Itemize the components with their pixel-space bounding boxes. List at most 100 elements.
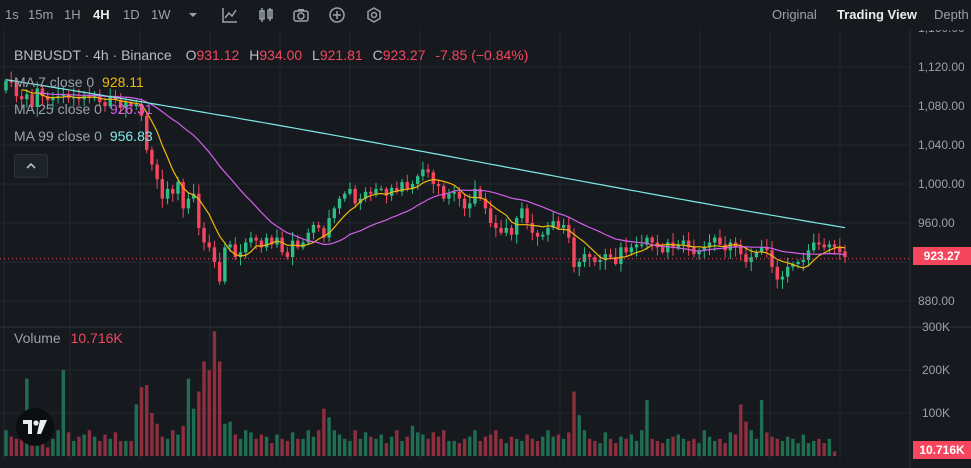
volume-label: Volume (14, 330, 61, 346)
candle-body (838, 247, 842, 253)
volume-bar (744, 421, 748, 456)
candle-body (395, 187, 399, 192)
candle-body (270, 237, 274, 245)
volume-bar (525, 434, 529, 456)
volume-bar (567, 432, 571, 456)
volume-bar (369, 436, 373, 456)
candle-body (572, 237, 576, 267)
volume-bar (796, 443, 800, 456)
candle-body (707, 242, 712, 248)
candle-body (577, 262, 581, 267)
volume-bar (113, 432, 118, 456)
volume-bar (442, 430, 446, 456)
candle-body (30, 94, 34, 107)
candle-body (812, 242, 816, 251)
volume-bar (98, 440, 102, 456)
volume-bar (473, 430, 477, 456)
ohlc-legend: BNBUSDT · 4h · Binance O931.12 H934.00 L… (14, 47, 528, 63)
candle-type-icon[interactable] (256, 5, 276, 25)
candle-body (640, 244, 644, 246)
volume-bar (822, 443, 826, 456)
chevron-down-icon[interactable] (183, 5, 203, 25)
camera-icon[interactable] (291, 5, 311, 25)
timeframe-1d[interactable]: 1D (123, 7, 140, 22)
add-icon[interactable] (327, 5, 347, 25)
volume-bar (264, 436, 269, 456)
settings-icon[interactable] (364, 5, 384, 25)
price-axis-label: 880.00 (918, 294, 955, 308)
volume-bar (19, 434, 24, 456)
price-volume-chart[interactable]: 1,160.00 1,120.00 1,080.00 1,040.00 1,000.00… (0, 30, 971, 468)
volume-bar (129, 440, 133, 456)
view-trading-view[interactable]: Trading View (837, 7, 917, 22)
volume-bar (551, 436, 555, 456)
volume-bar (223, 423, 227, 456)
volume-bar (92, 436, 97, 456)
timeframe-1s[interactable]: 1s (5, 7, 19, 22)
ma7-legend[interactable]: MA 7 close 0 928.11 (14, 74, 144, 90)
candle-body (832, 244, 837, 248)
candle-body (290, 240, 295, 258)
volume-bar (530, 438, 535, 456)
volume-bar (739, 404, 743, 456)
candle-body (415, 176, 420, 184)
ma7-label: MA 7 close 0 (14, 74, 95, 90)
volume-bar (285, 440, 290, 456)
volume-bar (139, 387, 144, 456)
candle-body (19, 96, 24, 100)
volume-bar (832, 451, 837, 456)
view-original[interactable]: Original (772, 7, 817, 22)
volume-bar (244, 430, 248, 456)
candle-body (223, 247, 227, 282)
price-axis-label: 1,080.00 (918, 99, 965, 113)
volume-bar (681, 438, 686, 456)
volume-bar (582, 430, 587, 456)
volume-bar (817, 438, 821, 456)
volume-bar (238, 438, 243, 456)
candle-body (624, 247, 628, 253)
ma99-label: MA 99 close 0 (14, 128, 102, 144)
ma25-legend[interactable]: MA 25 close 0 926.31 (14, 101, 153, 117)
candle-body (447, 193, 451, 199)
ma99-legend[interactable]: MA 99 close 0 956.83 (14, 128, 153, 144)
volume-bar (332, 430, 337, 456)
candle-body (165, 188, 170, 199)
candle-body (343, 193, 347, 199)
volume-tag: 10.716K (913, 441, 971, 459)
timeframe-4h[interactable]: 4H (93, 7, 110, 22)
volume-bar (348, 440, 352, 456)
volume-bar (785, 436, 790, 456)
volume-bar (207, 370, 211, 456)
view-depth[interactable]: Depth (934, 7, 969, 22)
timeframe-15m[interactable]: 15m (28, 7, 54, 22)
candle-body (176, 182, 180, 194)
volume-bar (462, 438, 467, 456)
volume-legend: Volume 10.716K (14, 330, 123, 346)
candle-body (145, 115, 149, 150)
volume-bar (733, 434, 738, 456)
timeframe-1w[interactable]: 1W (151, 7, 171, 22)
volume-bar (150, 413, 154, 456)
close-value: 923.27 (382, 47, 426, 63)
timeframe-1h[interactable]: 1H (64, 7, 81, 22)
volume-bar (546, 430, 550, 456)
volume-bar (395, 430, 399, 456)
indicator-icon[interactable] (220, 5, 240, 25)
candle-body (775, 266, 779, 280)
tradingview-logo[interactable] (16, 408, 54, 446)
price-axis-label: 1,160.00 (918, 30, 965, 35)
volume-bar (645, 400, 649, 456)
collapse-legend-button[interactable] (14, 154, 48, 178)
volume-bar (186, 378, 191, 456)
volume-bar (791, 438, 795, 456)
candle-body (384, 188, 389, 196)
volume-bar (504, 443, 508, 456)
volume-bar (217, 361, 222, 456)
candle-body (718, 237, 722, 245)
volume-bar (666, 438, 670, 456)
candle-body (14, 82, 19, 97)
candle-body (124, 102, 128, 108)
candle-body (494, 223, 498, 228)
volume-bar (759, 400, 764, 456)
candle-body (822, 244, 826, 248)
